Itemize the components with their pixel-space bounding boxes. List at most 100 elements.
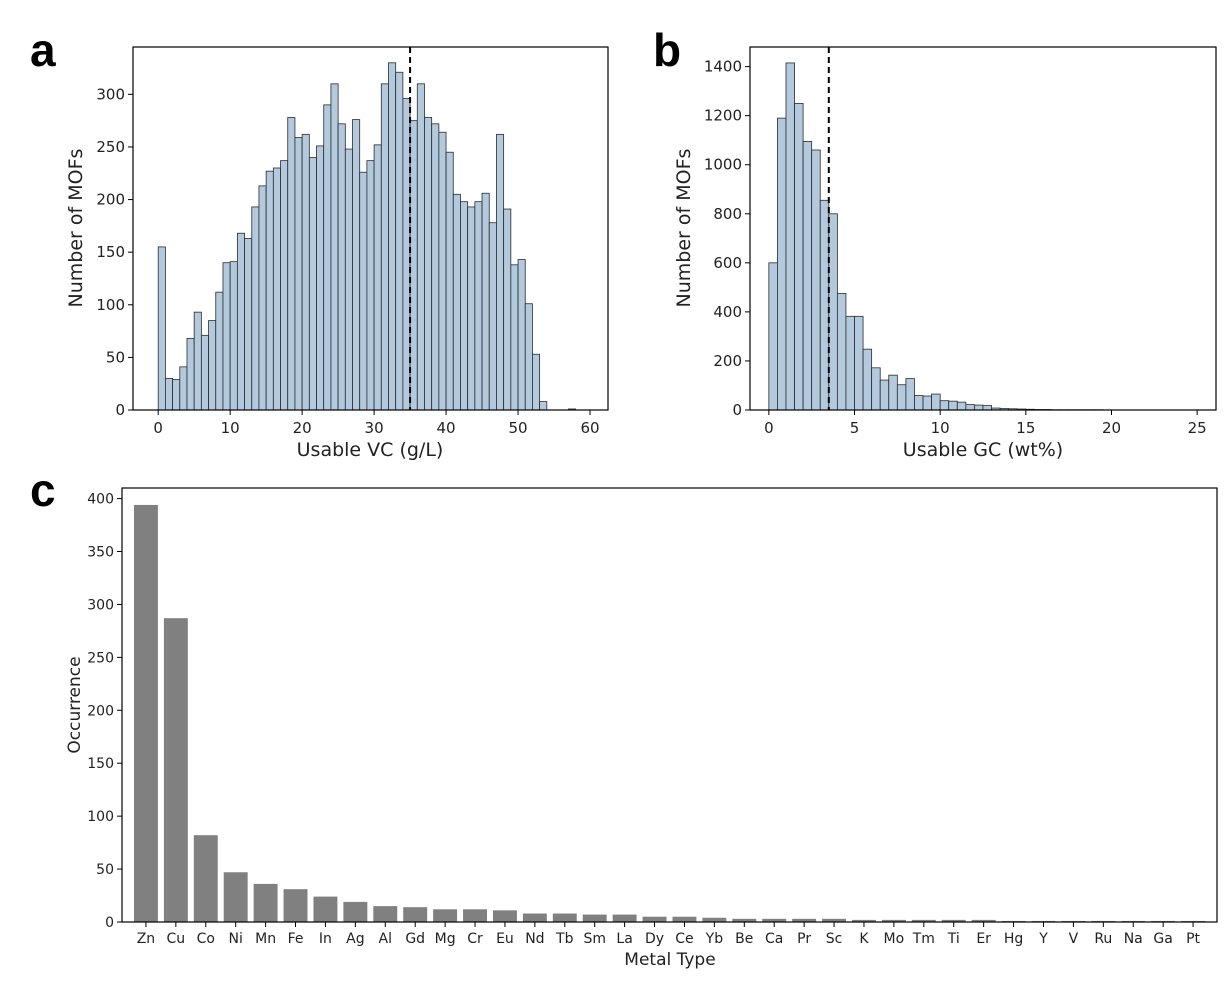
b-histogram-bar xyxy=(948,400,958,411)
a-histogram-bar xyxy=(287,117,296,411)
b-histogram-bar xyxy=(896,384,907,411)
a-histogram-bar xyxy=(344,148,353,411)
c-x-tick-label: Ga xyxy=(1153,931,1172,947)
a-histogram-bar xyxy=(452,193,461,411)
b-y-tick-label: 0 xyxy=(732,401,742,419)
a-histogram-bar xyxy=(186,338,195,411)
a-histogram-bar xyxy=(244,238,253,411)
metal-bar-zn xyxy=(133,504,158,922)
b-histogram-bar xyxy=(768,262,778,411)
b-histogram-bar xyxy=(819,199,830,411)
metal-bar-nd xyxy=(522,913,547,922)
a-histogram-bar xyxy=(532,353,541,411)
a-x-tick-label: 50 xyxy=(508,419,527,437)
metal-bar-mg xyxy=(433,909,458,922)
c-x-tick-label: K xyxy=(859,931,869,947)
c-x-tick-label: Cr xyxy=(467,931,483,947)
c-x-tick-label: Ca xyxy=(765,931,783,947)
b-x-tick-label: 15 xyxy=(1016,419,1035,437)
a-histogram-bar xyxy=(481,192,490,411)
panel-c-frame xyxy=(121,487,1218,923)
b-histogram-bar xyxy=(956,401,967,411)
b-histogram-bar xyxy=(777,117,787,411)
a-histogram-bar xyxy=(366,160,375,411)
c-x-tick-label: Y xyxy=(1038,931,1048,947)
b-histogram-bar xyxy=(862,348,873,411)
a-histogram-bar xyxy=(280,160,289,411)
metal-bar-sc xyxy=(822,918,847,922)
panel-b-y-axis-label: Number of MOFs xyxy=(673,149,695,308)
metal-bar-mn xyxy=(253,883,278,922)
b-y-tick-label: 200 xyxy=(713,352,742,370)
c-x-tick-label: Eu xyxy=(496,931,514,947)
panel-b-chart: b 0 5 10 15 20 25 0 200 400 600 800 1000 1200 1400 Us… xyxy=(653,24,1217,461)
b-histogram-bar xyxy=(802,141,813,411)
b-histogram-bar xyxy=(854,315,864,411)
metal-bar-fe xyxy=(283,889,308,922)
metal-bar-eu xyxy=(492,910,517,922)
b-y-tick-label: 1200 xyxy=(704,107,742,125)
a-x-tick-label: 10 xyxy=(221,419,240,437)
metal-bar-yb xyxy=(702,917,727,922)
a-x-tick-label: 30 xyxy=(365,419,384,437)
b-histogram-bar xyxy=(845,315,855,411)
a-histogram-bar xyxy=(438,131,447,411)
b-histogram-bar xyxy=(965,404,975,411)
c-x-tick-label: Be xyxy=(735,931,753,947)
a-histogram-bar xyxy=(402,98,411,411)
b-y-tick-label: 1000 xyxy=(704,156,742,174)
c-y-tick-label: 100 xyxy=(87,809,114,825)
a-histogram-bar xyxy=(373,144,382,411)
b-histogram-bar xyxy=(836,293,847,411)
a-histogram-bar xyxy=(416,83,425,411)
metal-bar-be xyxy=(732,918,757,922)
panel-a-chart: a 0 10 20 30 40 50 60 0 50 100 150 200 250 300 Usable… xyxy=(30,24,609,461)
c-x-tick-label: Tm xyxy=(912,931,935,947)
panel-a-x-axis-label: Usable VC (g/L) xyxy=(297,439,444,461)
b-histogram-bar xyxy=(828,213,838,411)
b-x-tick-label: 5 xyxy=(850,419,860,437)
panel-label-a: a xyxy=(30,24,56,76)
c-x-tick-label: Ag xyxy=(346,931,364,947)
metal-bar-tb xyxy=(552,913,577,922)
c-x-tick-label: Hg xyxy=(1004,931,1023,947)
a-histogram-bar xyxy=(215,291,224,411)
b-histogram-bar xyxy=(974,404,984,411)
a-histogram-bar xyxy=(496,133,505,411)
c-x-tick-label: Al xyxy=(379,931,392,947)
b-histogram-bar xyxy=(879,379,890,411)
c-x-tick-label: Er xyxy=(976,931,991,947)
b-x-tick-label: 20 xyxy=(1102,419,1121,437)
metal-bar-ni xyxy=(223,872,248,922)
c-x-tick-label: Zn xyxy=(137,931,155,947)
b-y-tick-label: 400 xyxy=(713,303,742,321)
a-x-tick-label: 20 xyxy=(293,419,312,437)
a-y-tick-label: 200 xyxy=(96,191,125,209)
metal-bar-la xyxy=(612,914,637,922)
a-histogram-bar xyxy=(251,206,260,411)
b-histogram-bar xyxy=(888,374,898,411)
c-x-tick-label: Mo xyxy=(884,931,905,947)
a-histogram-bar xyxy=(539,401,548,411)
a-histogram-bar xyxy=(337,123,346,411)
a-histogram-bar xyxy=(164,378,173,411)
a-histogram-bar xyxy=(431,123,440,411)
a-histogram-bar xyxy=(272,167,281,411)
c-x-tick-label: Pt xyxy=(1186,931,1200,947)
b-histogram-bar xyxy=(794,103,804,411)
metal-bar-ca xyxy=(762,918,787,922)
c-x-tick-label: Tb xyxy=(555,931,574,947)
a-histogram-bar xyxy=(395,71,404,411)
b-histogram-bar xyxy=(811,149,821,411)
metal-bar-pr xyxy=(792,918,817,922)
panel-c-y-axis-label: Occurrence xyxy=(65,656,85,753)
b-y-tick-label: 800 xyxy=(713,205,742,223)
c-x-tick-label: Co xyxy=(197,931,215,947)
c-x-tick-label: Na xyxy=(1124,931,1143,947)
c-y-tick-label: 0 xyxy=(105,915,114,931)
a-histogram-bar xyxy=(193,311,202,411)
b-histogram-bar xyxy=(982,405,992,411)
c-x-tick-label: Pr xyxy=(797,931,811,947)
metal-bar-co xyxy=(193,835,218,922)
b-histogram-bar xyxy=(785,62,795,411)
